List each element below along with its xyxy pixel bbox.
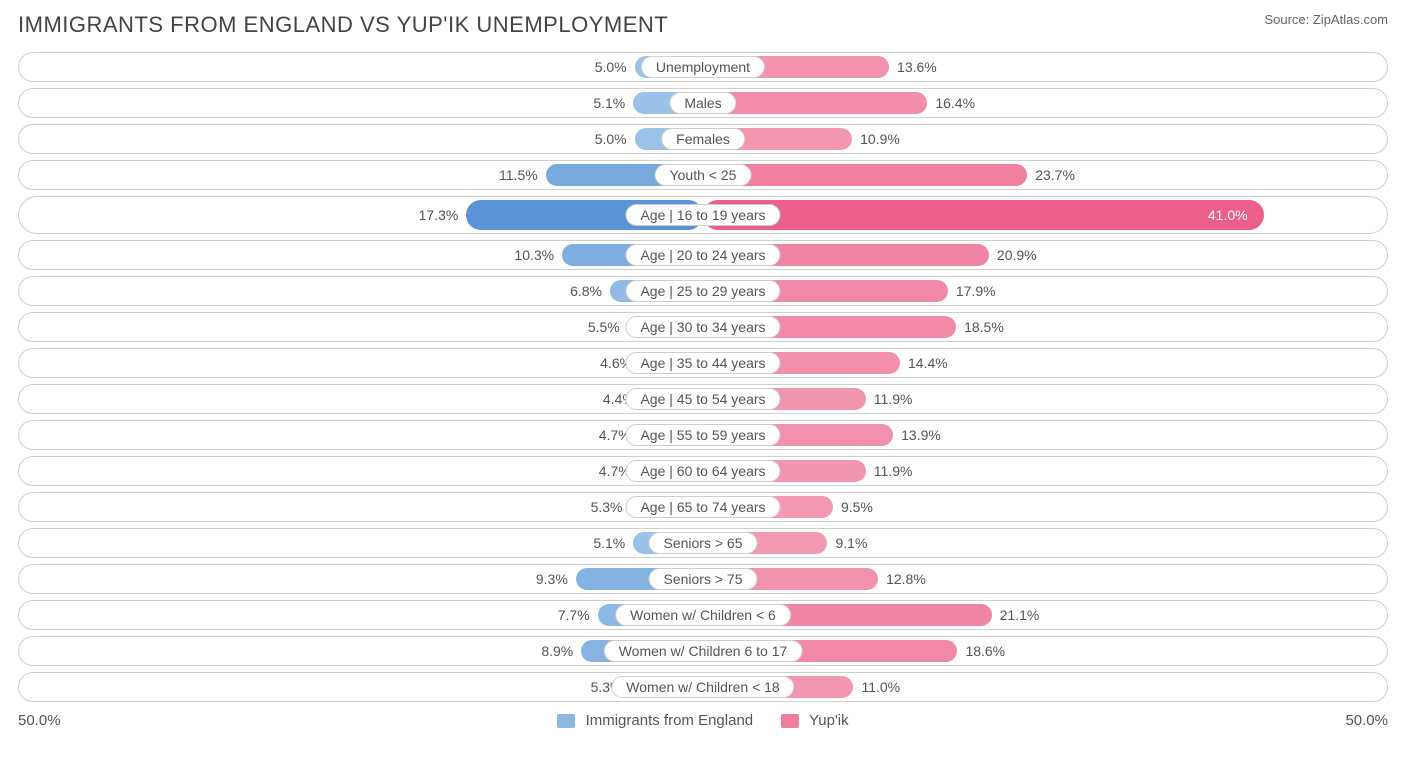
row-label: Seniors > 65: [649, 532, 758, 554]
value-left: 5.0%: [595, 131, 627, 147]
bar-row: 8.9% 18.6% Women w/ Children 6 to 17: [18, 636, 1388, 666]
legend-label-left: Immigrants from England: [586, 712, 754, 729]
row-label: Age | 55 to 59 years: [625, 424, 780, 446]
value-right: 17.9%: [956, 283, 996, 299]
row-label: Age | 25 to 29 years: [625, 280, 780, 302]
header: IMMIGRANTS FROM ENGLAND VS YUP'IK UNEMPL…: [18, 12, 1388, 38]
bar-row: 5.0% 13.6% Unemployment: [18, 52, 1388, 82]
value-right: 18.6%: [965, 643, 1005, 659]
row-label: Males: [669, 92, 736, 114]
value-right: 23.7%: [1035, 167, 1075, 183]
legend-label-right: Yup'ik: [809, 712, 849, 729]
row-label: Females: [661, 128, 745, 150]
bar-row: 6.8% 17.9% Age | 25 to 29 years: [18, 276, 1388, 306]
bar-row: 17.3% 41.0% Age | 16 to 19 years: [18, 196, 1388, 234]
bar-row: 11.5% 23.7% Youth < 25: [18, 160, 1388, 190]
legend-swatch-left: [557, 714, 575, 728]
row-label: Age | 35 to 44 years: [625, 352, 780, 374]
value-left: 5.5%: [588, 319, 620, 335]
bar-row: 7.7% 21.1% Women w/ Children < 6: [18, 600, 1388, 630]
value-left: 9.3%: [536, 571, 568, 587]
value-right: 20.9%: [997, 247, 1037, 263]
value-right: 11.0%: [861, 679, 900, 695]
legend-item-left: Immigrants from England: [557, 712, 753, 729]
value-right: 41.0%: [1208, 207, 1248, 223]
row-label: Age | 16 to 19 years: [625, 204, 780, 226]
value-left: 5.1%: [593, 535, 625, 551]
bar-row: 5.3% 9.5% Age | 65 to 74 years: [18, 492, 1388, 522]
value-right: 12.8%: [886, 571, 926, 587]
value-left: 5.0%: [595, 59, 627, 75]
bar-row: 5.1% 9.1% Seniors > 65: [18, 528, 1388, 558]
value-left: 8.9%: [541, 643, 573, 659]
bar-row: 4.7%11.9%Age | 60 to 64 years: [18, 456, 1388, 486]
value-right: 11.9%: [874, 391, 913, 407]
chart-container: IMMIGRANTS FROM ENGLAND VS YUP'IK UNEMPL…: [0, 0, 1406, 757]
bar-row: 5.0% 10.9% Females: [18, 124, 1388, 154]
value-left: 5.1%: [593, 95, 625, 111]
value-left: 11.5%: [499, 167, 538, 183]
bar-row: 4.4%11.9%Age | 45 to 54 years: [18, 384, 1388, 414]
row-label: Unemployment: [641, 56, 765, 78]
value-right: 14.4%: [908, 355, 948, 371]
row-label: Age | 65 to 74 years: [625, 496, 780, 518]
value-right: 18.5%: [964, 319, 1004, 335]
value-right: 11.9%: [874, 463, 913, 479]
legend-item-right: Yup'ik: [781, 712, 848, 729]
row-label: Age | 30 to 34 years: [625, 316, 780, 338]
row-label: Age | 60 to 64 years: [625, 460, 780, 482]
axis-max-left: 50.0%: [18, 712, 61, 729]
axis-max-right: 50.0%: [1345, 712, 1388, 729]
row-label: Women w/ Children 6 to 17: [604, 640, 803, 662]
value-right: 10.9%: [860, 131, 900, 147]
value-right: 13.9%: [901, 427, 941, 443]
bar-right: [703, 92, 927, 114]
value-right: 13.6%: [897, 59, 937, 75]
diverging-bar-chart: 5.0% 13.6% Unemployment 5.1% 16.4% Males 5.0% 1…: [18, 52, 1388, 702]
value-left: 10.3%: [514, 247, 554, 263]
bar-row: 10.3% 20.9% Age | 20 to 24 years: [18, 240, 1388, 270]
row-label: Age | 45 to 54 years: [625, 388, 780, 410]
chart-footer: 50.0% Immigrants from England Yup'ik 50.…: [18, 712, 1388, 729]
source-attribution: Source: ZipAtlas.com: [1264, 12, 1388, 27]
bar-right: [703, 200, 1264, 230]
value-left: 17.3%: [419, 207, 459, 223]
bar-row: 4.7%13.9%Age | 55 to 59 years: [18, 420, 1388, 450]
value-right: 9.1%: [835, 535, 867, 551]
row-label: Women w/ Children < 18: [611, 676, 794, 698]
value-right: 16.4%: [935, 95, 975, 111]
row-label: Youth < 25: [655, 164, 752, 186]
bar-row: 4.6%14.4%Age | 35 to 44 years: [18, 348, 1388, 378]
chart-title: IMMIGRANTS FROM ENGLAND VS YUP'IK UNEMPL…: [18, 12, 668, 38]
value-left: 7.7%: [558, 607, 590, 623]
bar-row: 9.3% 12.8% Seniors > 75: [18, 564, 1388, 594]
bar-right: [703, 164, 1027, 186]
bar-row: 5.3%11.0%Women w/ Children < 18: [18, 672, 1388, 702]
legend: Immigrants from England Yup'ik: [557, 712, 848, 729]
bar-row: 5.5% 18.5% Age | 30 to 34 years: [18, 312, 1388, 342]
bar-row: 5.1% 16.4% Males: [18, 88, 1388, 118]
value-left: 5.3%: [591, 499, 623, 515]
row-label: Age | 20 to 24 years: [625, 244, 780, 266]
value-right: 21.1%: [1000, 607, 1040, 623]
row-label: Seniors > 75: [649, 568, 758, 590]
row-label: Women w/ Children < 6: [615, 604, 791, 626]
value-right: 9.5%: [841, 499, 873, 515]
value-left: 6.8%: [570, 283, 602, 299]
legend-swatch-right: [781, 714, 799, 728]
